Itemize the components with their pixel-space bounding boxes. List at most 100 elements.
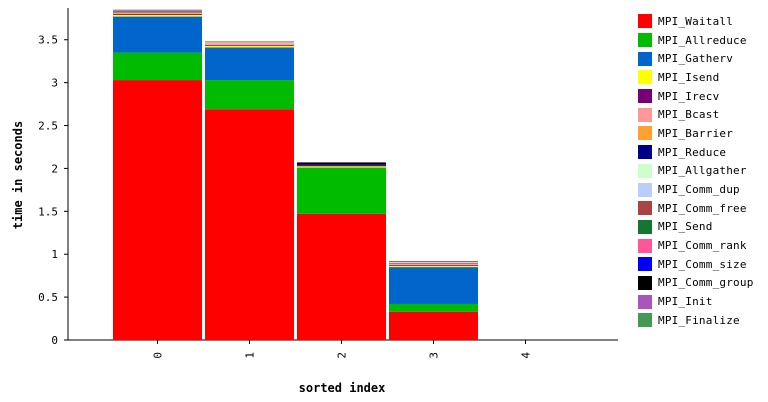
bar-segment-mpi-reduce-3 [389, 262, 478, 264]
bar-segment-mpi-waitall-0 [113, 80, 202, 340]
bar-segment-mpi-comm-dup-0 [113, 10, 202, 12]
y-tick-label: 1 [51, 248, 58, 261]
bar-segment-mpi-allgather-1 [205, 42, 294, 44]
bar-segment-mpi-bcast-1 [205, 44, 294, 45]
bar-segment-mpi-waitall-3 [389, 311, 478, 340]
legend-item: MPI_Isend [638, 68, 754, 87]
legend-item: MPI_Comm_dup [638, 180, 754, 199]
legend-item: MPI_Comm_free [638, 199, 754, 218]
bar-segment-mpi-irecv-2 [297, 165, 386, 167]
bar-segment-mpi-allgather-3 [389, 262, 478, 263]
bar-segment-mpi-gatherv-0 [113, 16, 202, 53]
legend-label: MPI_Irecv [658, 89, 720, 103]
legend-item: MPI_Finalize [638, 311, 754, 330]
bar-segment-mpi-barrier-3 [389, 263, 478, 265]
legend-item: MPI_Comm_rank [638, 236, 754, 255]
y-tick-label: 0.5 [38, 291, 58, 304]
bar-segment-mpi-isend-0 [113, 14, 202, 17]
legend-label: MPI_Comm_dup [658, 183, 740, 197]
legend-swatch [638, 107, 652, 122]
bar-segment-mpi-irecv-3 [389, 264, 478, 266]
legend-item: MPI_Barrier [638, 124, 754, 143]
x-tick-label: 4 [520, 352, 533, 359]
bar-segment-mpi-isend-1 [205, 45, 294, 48]
legend-item: MPI_Comm_group [638, 274, 754, 293]
legend-item: MPI_Comm_size [638, 255, 754, 274]
bar-segment-mpi-gatherv-3 [389, 267, 478, 304]
y-tick-label: 2.5 [38, 120, 58, 133]
x-axis-title: sorted index [299, 381, 386, 395]
legend-label: MPI_Comm_group [658, 276, 754, 290]
legend-label: MPI_Isend [658, 70, 720, 84]
bar-segment-mpi-allreduce-3 [389, 303, 478, 312]
bar-segment-mpi-gatherv-1 [205, 47, 294, 81]
legend-swatch [638, 219, 652, 234]
legend-label: MPI_Bcast [658, 108, 720, 122]
bar-segment-mpi-allgather-0 [113, 11, 202, 12]
y-axis-title: time in seconds [11, 121, 25, 229]
legend-label: MPI_Waitall [658, 14, 734, 28]
bar-segment-mpi-barrier-0 [113, 12, 202, 14]
x-tick-label: 1 [244, 352, 257, 359]
bar-segment-mpi-comm-free-1 [205, 41, 294, 43]
bar-segment-mpi-barrier-1 [205, 43, 294, 45]
x-tick-label: 3 [428, 352, 441, 359]
legend-label: MPI_Comm_free [658, 201, 747, 215]
legend-label: MPI_Send [658, 220, 713, 234]
bar-segment-mpi-allreduce-1 [205, 80, 294, 110]
legend-item: MPI_Irecv [638, 87, 754, 106]
y-tick-label: 0 [51, 334, 58, 347]
bar-segment-mpi-comm-free-3 [389, 261, 478, 262]
bar-segment-mpi-comm-group-2 [297, 162, 386, 165]
legend-item: MPI_Send [638, 218, 754, 237]
legend-item: MPI_Bcast [638, 105, 754, 124]
legend-swatch [638, 294, 652, 309]
y-tick-label: 2 [51, 162, 58, 175]
legend-swatch [638, 201, 652, 216]
legend-swatch [638, 126, 652, 141]
legend-label: MPI_Barrier [658, 126, 734, 140]
bar-segment-mpi-reduce-0 [113, 11, 202, 13]
legend-swatch [638, 182, 652, 197]
legend-swatch [638, 51, 652, 66]
bar-segment-mpi-irecv-1 [205, 44, 294, 46]
legend-label: MPI_Init [658, 295, 713, 309]
legend-swatch [638, 313, 652, 328]
bar-segment-mpi-isend-2 [297, 166, 386, 168]
y-tick-label: 1.5 [38, 205, 58, 218]
x-tick-label: 0 [152, 352, 165, 359]
legend: MPI_Waitall MPI_Allreduce MPI_Gatherv MPI_I… [638, 12, 754, 330]
bar-segment-mpi-comm-dup-3 [389, 261, 478, 263]
bar-segment-mpi-waitall-2 [297, 213, 386, 340]
legend-label: MPI_Reduce [658, 145, 727, 159]
bar-segment-mpi-bcast-3 [389, 264, 478, 265]
y-tick-label: 3.5 [38, 34, 58, 47]
legend-swatch [638, 33, 652, 48]
legend-label: MPI_Allgather [658, 164, 747, 178]
legend-swatch [638, 257, 652, 272]
legend-swatch [638, 145, 652, 160]
bar-segment-mpi-allreduce-2 [297, 167, 386, 214]
legend-item: MPI_Allreduce [638, 31, 754, 50]
bar-segment-mpi-bcast-0 [113, 13, 202, 15]
bar-segment-mpi-reduce-2 [297, 164, 386, 166]
legend-label: MPI_Comm_size [658, 257, 747, 271]
legend-label: MPI_Finalize [658, 313, 740, 327]
legend-item: MPI_Gatherv [638, 49, 754, 68]
legend-item: MPI_Reduce [638, 143, 754, 162]
legend-swatch [638, 14, 652, 29]
legend-item: MPI_Allgather [638, 162, 754, 181]
x-tick-label: 2 [336, 352, 349, 359]
legend-swatch [638, 238, 652, 253]
bar-segment-mpi-allreduce-0 [113, 52, 202, 81]
legend-swatch [638, 70, 652, 85]
legend-label: MPI_Comm_rank [658, 239, 747, 253]
legend-swatch [638, 163, 652, 178]
bar-segment-mpi-isend-3 [389, 265, 478, 268]
y-tick-label: 3 [51, 77, 58, 90]
bar-segment-mpi-irecv-0 [113, 14, 202, 15]
legend-label: MPI_Allreduce [658, 33, 747, 47]
legend-swatch [638, 89, 652, 104]
bar-segment-mpi-waitall-1 [205, 109, 294, 340]
